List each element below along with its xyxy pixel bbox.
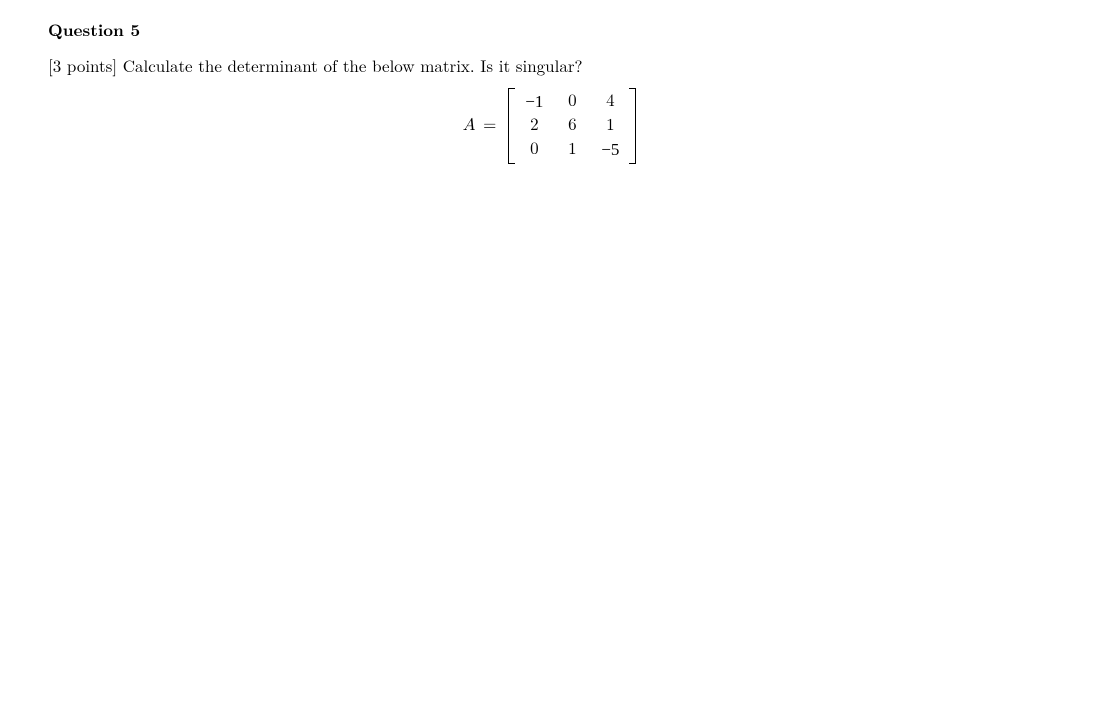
matrix-cell: 2	[524, 116, 544, 136]
question-body: [3 points] Calculate the determinant of …	[48, 54, 1051, 78]
matrix-cell: −5	[600, 140, 620, 160]
matrix-cell: 6	[562, 116, 582, 136]
matrix-cell: −1	[524, 92, 544, 112]
matrix-equation: A = −1 0 4 2 6 1 0 1 −5	[48, 88, 1051, 164]
matrix-cell: 4	[600, 92, 620, 112]
matrix-variable: A	[463, 117, 476, 134]
points-label: [3 points]	[48, 53, 123, 77]
question-title: Question 5	[48, 18, 1051, 42]
matrix-container: −1 0 4 2 6 1 0 1 −5	[508, 88, 636, 164]
matrix-cell: 1	[562, 140, 582, 160]
equation-lhs: A =	[463, 116, 501, 136]
equals-sign: =	[483, 117, 496, 134]
matrix-cell: 0	[524, 140, 544, 160]
matrix-cell: 0	[562, 92, 582, 112]
matrix-grid: −1 0 4 2 6 1 0 1 −5	[518, 88, 626, 164]
left-bracket	[508, 88, 518, 164]
prompt-text: Calculate the determinant of the below m…	[123, 53, 583, 77]
right-bracket	[626, 88, 636, 164]
matrix-cell: 1	[600, 116, 620, 136]
